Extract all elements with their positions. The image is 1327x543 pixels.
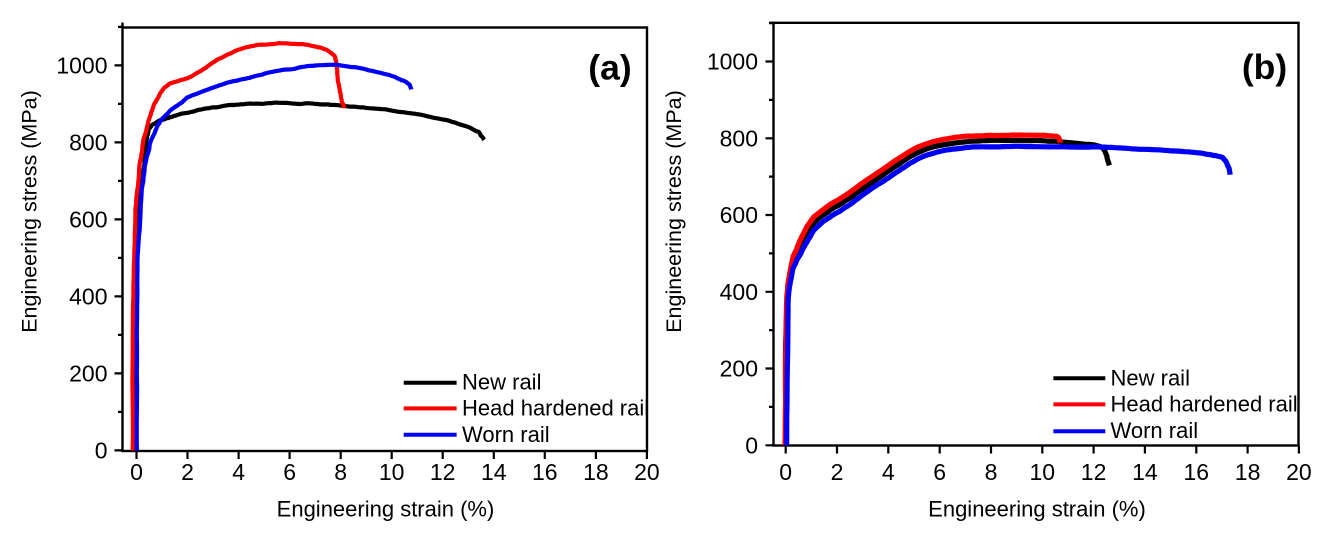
- svg-text:Engineering stress (MPa): Engineering stress (MPa): [662, 90, 686, 333]
- svg-text:Engineering strain (%): Engineering strain (%): [928, 497, 1146, 522]
- svg-text:0: 0: [745, 432, 758, 458]
- svg-text:Worn rail: Worn rail: [462, 422, 550, 447]
- svg-text:400: 400: [720, 279, 758, 305]
- svg-text:1000: 1000: [56, 52, 107, 78]
- svg-text:6: 6: [933, 459, 946, 485]
- svg-text:10: 10: [379, 459, 405, 485]
- svg-text:0: 0: [95, 437, 108, 463]
- svg-text:New rail: New rail: [1111, 365, 1190, 390]
- svg-text:Engineering strain (%): Engineering strain (%): [277, 497, 495, 522]
- svg-text:0: 0: [779, 459, 792, 485]
- svg-text:18: 18: [583, 459, 609, 485]
- svg-text:14: 14: [481, 459, 507, 485]
- svg-text:20: 20: [1286, 459, 1312, 485]
- svg-text:8: 8: [985, 459, 998, 485]
- svg-text:800: 800: [720, 125, 758, 151]
- svg-text:(a): (a): [588, 48, 631, 88]
- svg-text:Head hardened rail: Head hardened rail: [462, 395, 649, 420]
- svg-text:Engineering stress (MPa): Engineering stress (MPa): [18, 90, 42, 333]
- svg-text:1000: 1000: [707, 49, 758, 75]
- svg-text:20: 20: [634, 459, 660, 485]
- svg-text:18: 18: [1235, 459, 1261, 485]
- svg-text:2: 2: [181, 459, 194, 485]
- svg-text:(b): (b): [1242, 47, 1287, 87]
- svg-text:2: 2: [831, 459, 844, 485]
- svg-text:16: 16: [1184, 459, 1210, 485]
- svg-text:200: 200: [69, 360, 107, 386]
- svg-text:Head hardened rail: Head hardened rail: [1111, 391, 1298, 416]
- svg-text:12: 12: [430, 459, 456, 485]
- svg-text:New rail: New rail: [462, 370, 541, 395]
- svg-text:800: 800: [69, 129, 107, 155]
- svg-text:16: 16: [532, 459, 558, 485]
- svg-text:8: 8: [334, 459, 347, 485]
- svg-text:10: 10: [1030, 459, 1056, 485]
- svg-text:Worn rail: Worn rail: [1111, 418, 1199, 443]
- svg-text:600: 600: [720, 202, 758, 228]
- svg-text:12: 12: [1081, 459, 1107, 485]
- svg-text:200: 200: [720, 356, 758, 382]
- svg-text:4: 4: [882, 459, 895, 485]
- svg-text:400: 400: [69, 283, 107, 309]
- svg-text:6: 6: [283, 459, 296, 485]
- svg-text:14: 14: [1132, 459, 1158, 485]
- svg-text:0: 0: [130, 459, 143, 485]
- svg-text:600: 600: [69, 206, 107, 232]
- svg-text:4: 4: [232, 459, 245, 485]
